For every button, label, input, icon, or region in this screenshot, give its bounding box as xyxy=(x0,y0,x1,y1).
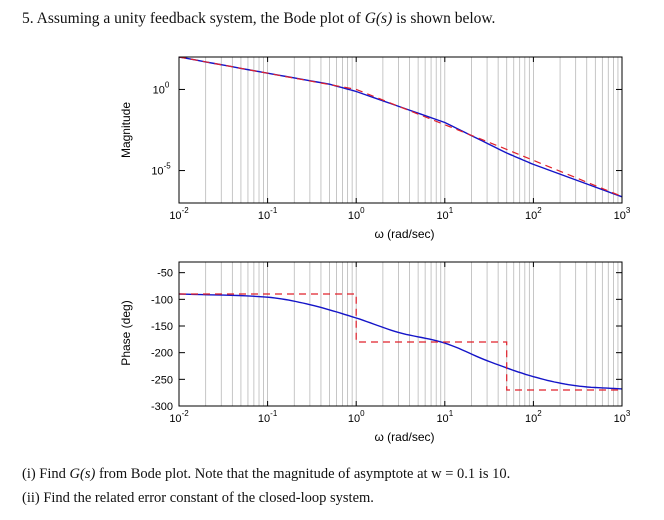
part-i-text-end: from Bode plot. Note that the magnitude … xyxy=(95,466,511,482)
question-part-ii: (ii) Find the related error constant of … xyxy=(22,490,374,506)
y-tick-label: -250 xyxy=(151,374,173,386)
x-tick-label: 100 xyxy=(348,409,365,425)
x-tick-label: 101 xyxy=(436,206,453,222)
y-tick-label: 10-5 xyxy=(151,162,171,178)
x-axis-title: ω (rad/sec) xyxy=(374,227,434,241)
x-tick-label: 102 xyxy=(525,206,542,222)
x-tick-label: 10-2 xyxy=(169,206,189,222)
x-tick-label: 100 xyxy=(348,206,365,222)
x-tick-label: 101 xyxy=(436,409,453,425)
x-tick-label: 10-2 xyxy=(169,409,189,425)
question-number: 5. xyxy=(22,10,34,27)
y-tick-label: -50 xyxy=(157,268,173,280)
phase-asymptote-line xyxy=(179,293,622,391)
phase-actual-curve xyxy=(179,293,622,390)
x-axis-title: ω (rad/sec) xyxy=(374,430,434,444)
x-tick-label: 10-1 xyxy=(258,409,278,425)
phase-axes-frame xyxy=(178,261,623,407)
y-tick-label: -300 xyxy=(151,401,173,413)
question-stem: 5. Assuming a unity feedback system, the… xyxy=(22,10,495,28)
x-tick-label: 103 xyxy=(614,409,631,425)
y-axis-title: Phase (deg) xyxy=(119,300,133,365)
y-tick-label: 100 xyxy=(153,80,170,96)
magnitude-actual-curve xyxy=(179,57,622,198)
question-part-i: (i) Find G(s) from Bode plot. Note that … xyxy=(22,466,510,483)
y-tick-label: -200 xyxy=(151,348,173,360)
magnitude-axes-frame xyxy=(178,56,623,204)
x-tick-label: 103 xyxy=(614,206,631,222)
magnitude-grid xyxy=(178,57,619,203)
x-tick-label: 10-1 xyxy=(258,206,278,222)
y-tick-label: -100 xyxy=(151,294,173,306)
magnitude-asymptote-line xyxy=(179,57,622,198)
question-function: G(s) xyxy=(364,10,393,27)
phase-grid xyxy=(178,262,619,406)
y-tick-label: -150 xyxy=(151,321,173,333)
part-i-text-start: (i) Find xyxy=(22,466,70,482)
y-axis-title: Magnitude xyxy=(119,102,133,158)
part-i-function: G(s) xyxy=(69,466,96,482)
question-text-start: Assuming a unity feedback system, the Bo… xyxy=(36,10,365,27)
phase-plot: 10-2 10-1 100 101 102 103 ω (rad/sec) -50 -100 -1… xyxy=(119,261,631,444)
question-text-end: is shown below. xyxy=(392,10,496,27)
magnitude-plot: 10-2 10-1 100 101 102 103 ω (rad/sec) 100 10-5 Ma… xyxy=(119,56,631,241)
x-tick-label: 102 xyxy=(525,409,542,425)
